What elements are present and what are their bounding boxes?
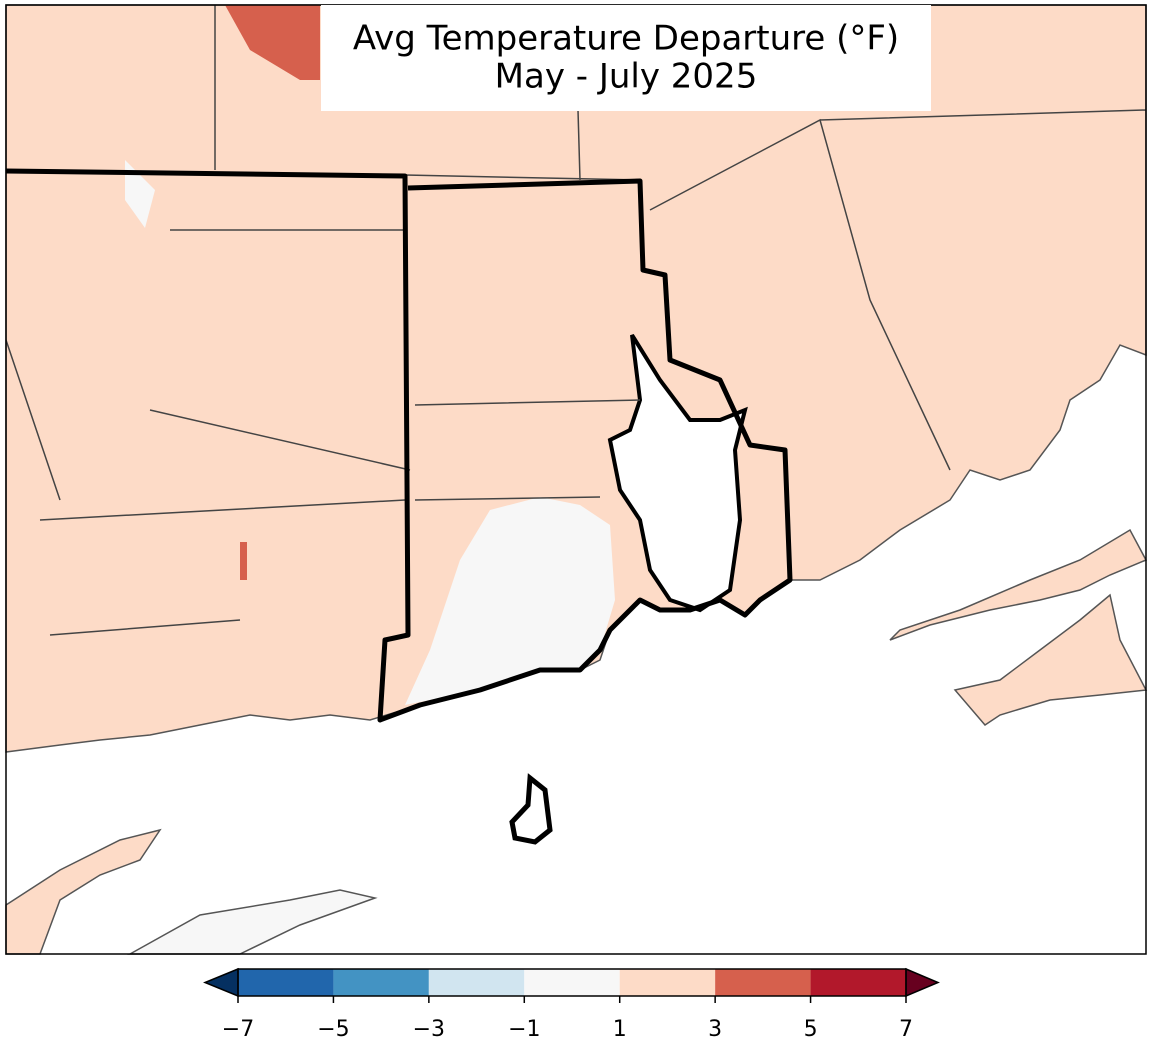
colorbar-tick-label: 1 bbox=[613, 1017, 627, 1042]
near-normal-patch bbox=[125, 160, 155, 228]
marthas-vineyard bbox=[953, 593, 1148, 726]
colorbar-tick-label: −1 bbox=[508, 1017, 540, 1042]
narragansett-bay bbox=[607, 333, 748, 613]
colorbar-tick-label: 5 bbox=[804, 1017, 818, 1042]
near-normal-area bbox=[405, 497, 615, 705]
colorbar-tick-label: −5 bbox=[317, 1017, 349, 1042]
colorbar-outline bbox=[237, 968, 907, 997]
colorbar-bin bbox=[619, 969, 716, 996]
colorbar: −7 −5 −3 −1 1 3 5 7 bbox=[203, 967, 940, 1042]
colorbar-tick-label: −7 bbox=[222, 1017, 254, 1042]
colorbar-bin bbox=[810, 969, 906, 996]
colorbar-bin bbox=[715, 969, 811, 996]
title-box bbox=[321, 5, 931, 111]
colorbar-bin bbox=[238, 969, 334, 996]
colorbar-bin bbox=[333, 969, 429, 996]
colorbar-tick-label: 7 bbox=[899, 1017, 913, 1042]
long-island-gray bbox=[127, 889, 378, 955]
colorbar-extend-min bbox=[203, 967, 239, 998]
title: Avg Temperature Departure (°F) bbox=[353, 19, 899, 59]
state-border bbox=[5, 168, 793, 723]
warm-patch bbox=[240, 542, 247, 580]
cape-cod bbox=[889, 528, 1148, 641]
subtitle: May - July 2025 bbox=[495, 57, 758, 97]
map-area bbox=[5, 4, 1148, 955]
block-island bbox=[509, 773, 553, 845]
colorbar-bin bbox=[524, 969, 620, 996]
colorbar-bin bbox=[428, 969, 525, 996]
warm-patch bbox=[225, 5, 320, 80]
colorbar-extend-max bbox=[905, 967, 940, 998]
colorbar-tick-label: 3 bbox=[708, 1017, 722, 1042]
colorbar-tick-label: −3 bbox=[413, 1017, 445, 1042]
